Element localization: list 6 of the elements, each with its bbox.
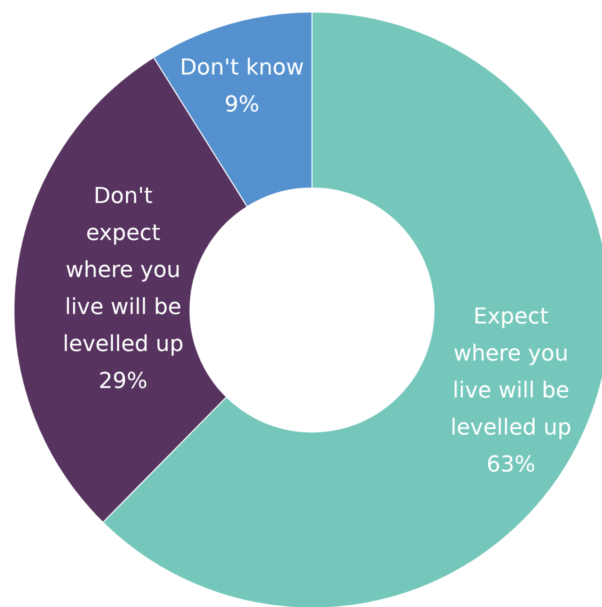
slice-label: Don't know xyxy=(180,56,304,81)
data-label: 63% xyxy=(486,452,536,478)
data-label: 29% xyxy=(98,368,148,394)
data-label: 9% xyxy=(224,92,260,118)
slice-label: Don't expect where you live will be levelled up xyxy=(62,184,184,357)
slice-label: Expect where you live will be levelled up xyxy=(450,304,572,441)
